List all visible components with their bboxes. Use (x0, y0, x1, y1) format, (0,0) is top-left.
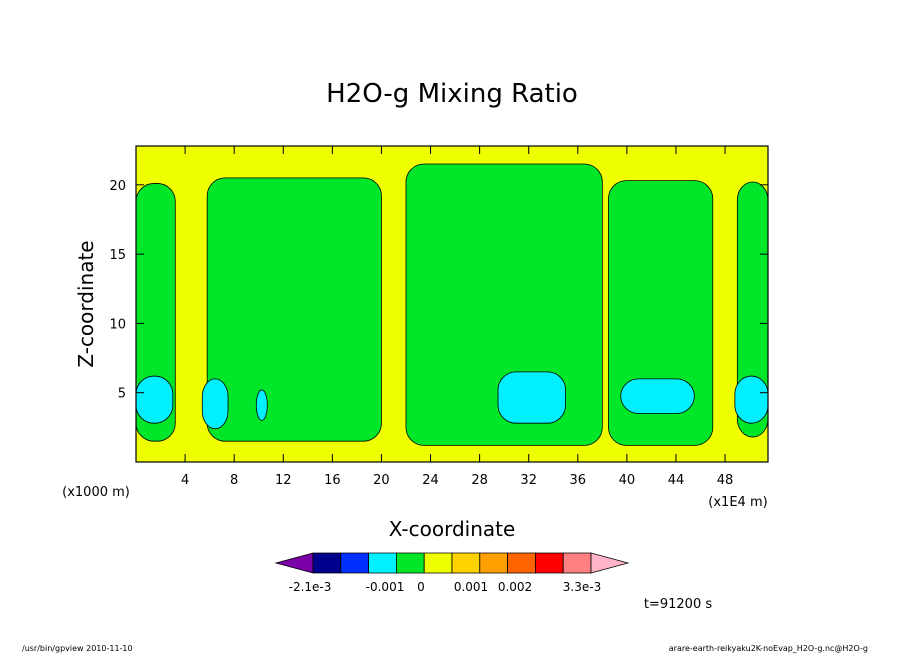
colorbar-swatch (535, 552, 564, 574)
y-axis-label: Z-coordinate (74, 240, 98, 367)
x-unit-label: (x1E4 m) (708, 495, 767, 510)
colorbar-swatch (507, 552, 536, 574)
colorbar-swatch (312, 552, 342, 574)
x-tick-label: 4 (181, 473, 189, 488)
colorbar-label: 3.3e-3 (563, 580, 601, 594)
x-tick-label: 44 (668, 473, 685, 488)
x-tick-label: 28 (471, 473, 488, 488)
x-tick-label: 40 (619, 473, 636, 488)
footer-left: /usr/bin/gpview 2010-11-10 (22, 644, 133, 653)
green-contour-region-1 (206, 177, 382, 442)
cyan-contour-region-7 (255, 389, 268, 421)
colorbar-label: -0.001 (366, 580, 405, 594)
colorbar-swatch (274, 552, 314, 574)
x-axis-label: X-coordinate (389, 517, 516, 541)
colorbar-swatch (395, 552, 425, 574)
chart-title: H2O-g Mixing Ratio (326, 79, 578, 109)
colorbar-swatch (340, 552, 370, 574)
y-tick-label: 5 (118, 387, 126, 402)
colorbar-label: 0.002 (498, 580, 532, 594)
colorbar-swatch (562, 552, 592, 574)
x-tick-label: 32 (520, 473, 537, 488)
colorbar-swatch (479, 552, 509, 574)
x-tick-label: 12 (275, 473, 292, 488)
colorbar-swatch (368, 552, 397, 574)
colorbar-labels: -2.1e-3 -0.001 0 0.001 0.002 3.3e-3 (289, 580, 602, 594)
colorbar-swatch (590, 552, 630, 574)
time-label: t=91200 s (644, 597, 712, 612)
x-tick-label: 24 (422, 473, 439, 488)
y-tick-label: 10 (109, 317, 126, 332)
footer-right: arare-earth-reikyaku2K-noEvap_H2O-g.nc@H… (669, 644, 868, 653)
colorbar (274, 552, 630, 574)
colorbar-swatch (423, 552, 453, 574)
y-unit-label: (x1000 m) (62, 485, 130, 500)
cyan-contour-region-8 (497, 371, 566, 424)
x-tick-label: 16 (324, 473, 341, 488)
x-tick-label: 20 (373, 473, 390, 488)
cyan-contour-region-9 (620, 378, 695, 414)
colorbar-label: -2.1e-3 (289, 580, 332, 594)
colorbar-swatch (451, 552, 481, 574)
y-tick-label: 20 (109, 179, 126, 194)
x-tick-label: 8 (230, 473, 238, 488)
y-tick-label: 15 (109, 248, 126, 263)
x-tick-label: 36 (570, 473, 587, 488)
colorbar-label: 0 (417, 580, 425, 594)
cyan-contour-region-10 (734, 375, 769, 424)
colorbar-label: 0.001 (454, 580, 488, 594)
x-tick-label: 48 (717, 473, 734, 488)
plot-frame (135, 145, 769, 463)
cyan-contour-region-5 (135, 375, 174, 424)
cyan-contour-region-6 (201, 378, 229, 430)
